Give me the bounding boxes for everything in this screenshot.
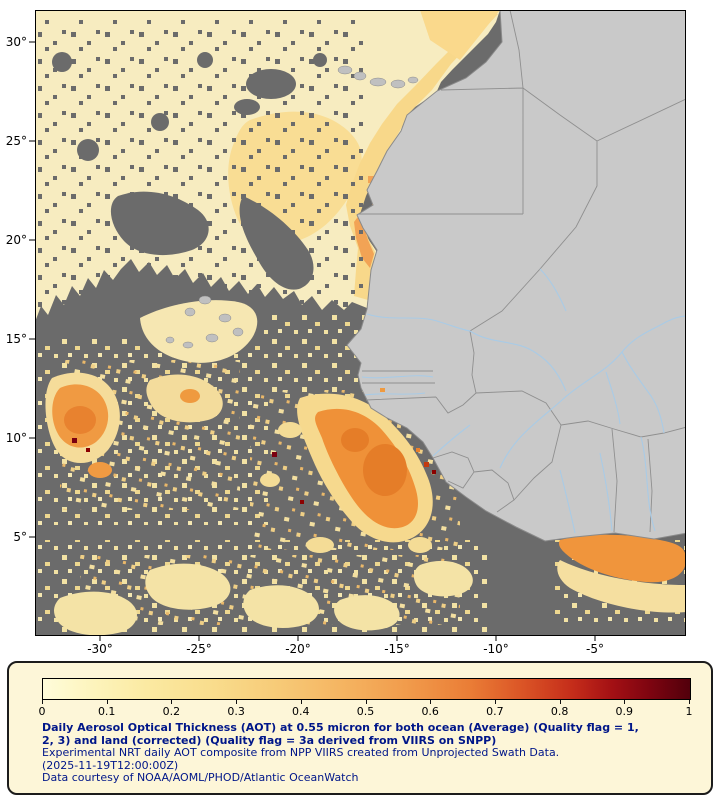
lon-tick-label: -10° <box>483 642 509 655</box>
rivers-layer <box>361 268 685 534</box>
caption-description: Experimental NRT daily AOT composite fro… <box>42 746 560 760</box>
colorbar-label: 0.8 <box>550 705 569 718</box>
colorbar-label: 0.1 <box>97 705 116 718</box>
caption-title-line2: 2, 3) and land (corrected) (Quality flag… <box>42 733 497 747</box>
lon-axis-ticks <box>99 635 596 641</box>
lat-axis-ticks <box>29 41 35 538</box>
figure-caption: Daily Aerosol Optical Thickness (AOT) at… <box>42 721 639 785</box>
caption-title-line1: Daily Aerosol Optical Thickness (AOT) at… <box>42 721 639 734</box>
colorbar-label: 0.2 <box>162 705 181 718</box>
colorbar-label: 0.7 <box>486 705 504 718</box>
lon-tick-label: -25° <box>186 642 212 655</box>
colorbar-label: 1 <box>685 705 693 718</box>
colorbar-label: 0.6 <box>421 705 439 718</box>
caption-credit: Data courtesy of NOAA/AOML/PHOD/Atlantic… <box>42 771 359 785</box>
lat-tick-label: 10° <box>6 431 27 445</box>
colorbar-label: 0.5 <box>356 705 375 718</box>
islands-layer <box>165 65 419 349</box>
country-borders-layer <box>359 10 685 533</box>
colorbar-label: 0.9 <box>615 705 634 718</box>
aot-bottom-band <box>54 560 473 635</box>
lon-tick-label: -15° <box>384 642 410 655</box>
aot-west-orange-cluster <box>45 372 223 478</box>
aot-field-layer <box>35 10 500 322</box>
colorbar-label: 0 <box>38 705 46 718</box>
lat-tick-label: 20° <box>6 233 27 247</box>
lon-tick-label: -30° <box>87 642 113 655</box>
lat-tick-label: 30° <box>6 35 27 49</box>
aot-gulf-coastal-patch <box>557 534 685 613</box>
colorbar-label: 0.4 <box>292 705 310 718</box>
lat-axis-labels: 30° 25° 20° 15° 10° 5° <box>6 35 27 544</box>
caption-timestamp: (2025-11-19T12:00:00Z) <box>42 758 179 772</box>
legend-panel: 0 0.1 0.2 0.3 0.4 0.5 0.6 0.7 0.8 0.9 1 … <box>7 661 713 795</box>
lat-tick-label: 15° <box>6 332 27 346</box>
lon-tick-label: -20° <box>285 642 311 655</box>
lat-tick-label: 25° <box>6 134 27 148</box>
aot-overland-dots <box>380 388 436 474</box>
colorbar-label: 0.3 <box>227 705 245 718</box>
map-plot <box>35 10 685 635</box>
plot-frame <box>35 10 686 636</box>
map-canvas: 30° 25° 20° 15° 10° 5° -30° -25° -20° -1… <box>6 10 686 655</box>
lon-tick-label: -5° <box>586 642 604 655</box>
land-layer <box>346 10 685 542</box>
aot-central-orange-cluster <box>260 393 433 553</box>
lat-tick-label: 5° <box>13 530 27 544</box>
colorbar <box>42 678 691 700</box>
lon-axis-labels: -30° -25° -20° -15° -10° -5° <box>87 642 604 655</box>
